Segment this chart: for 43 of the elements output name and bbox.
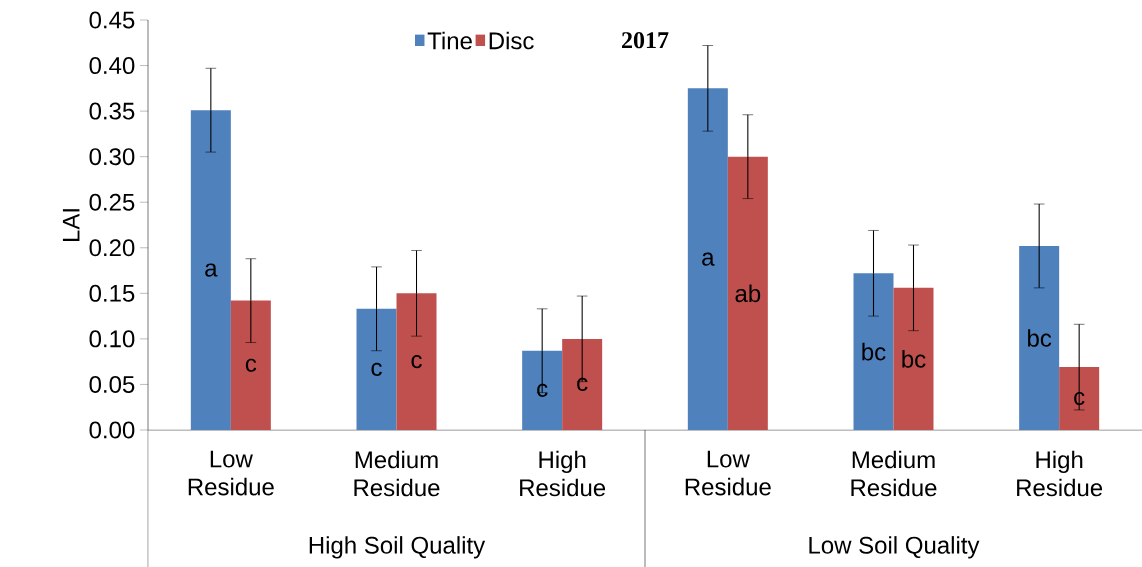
bar xyxy=(562,338,603,430)
chart-title: 2017 xyxy=(622,32,669,49)
data-label: a xyxy=(205,263,218,277)
bar xyxy=(727,156,768,430)
x-tick-label: High Residue xyxy=(520,450,606,497)
x-tick-label: High Residue xyxy=(1017,450,1103,497)
bar xyxy=(893,287,934,430)
y-tick-label: 0.40 xyxy=(89,57,135,75)
data-label: ab xyxy=(735,284,761,303)
x-tick-label: Low Residue xyxy=(188,450,274,496)
x-tick-label: Low Residue xyxy=(685,450,771,496)
x-tick-label: Medium Residue xyxy=(851,450,937,497)
data-label: a xyxy=(702,252,715,266)
y-tick-label: 0.25 xyxy=(89,193,135,211)
data-label: c xyxy=(411,355,422,369)
y-tick-label: 0.10 xyxy=(89,330,135,348)
x-tick-label: Medium Residue xyxy=(354,450,440,497)
data-label: c xyxy=(371,362,382,376)
legend-label: Tine xyxy=(427,31,472,50)
text: High Soil Quality xyxy=(309,536,486,559)
y-tick-label: 0.00 xyxy=(89,421,135,439)
data-label: c xyxy=(537,383,548,397)
y-tick-label: 0.20 xyxy=(89,239,135,257)
bar xyxy=(687,88,728,430)
data-label: c xyxy=(245,358,257,372)
y-tick-label: 0.15 xyxy=(89,284,135,302)
y-tick-label: 0.45 xyxy=(89,11,135,29)
y-tick-label: 0.05 xyxy=(89,375,135,393)
bar xyxy=(853,273,894,430)
data-label: bc xyxy=(862,342,886,361)
bar xyxy=(230,300,271,430)
data-label: bc xyxy=(1028,329,1052,347)
y-axis-title: LAI xyxy=(62,209,80,242)
data-label: bc xyxy=(902,350,926,368)
bar xyxy=(356,308,397,430)
legend-label: Disc xyxy=(489,31,534,50)
bar xyxy=(396,293,437,430)
data-label: c xyxy=(577,377,588,391)
y-tick-label: 0.35 xyxy=(89,102,135,120)
bar xyxy=(190,110,231,430)
bar xyxy=(1019,245,1060,430)
y-tick-label: 0.30 xyxy=(89,148,135,166)
text: Low Soil Quality xyxy=(809,536,980,559)
